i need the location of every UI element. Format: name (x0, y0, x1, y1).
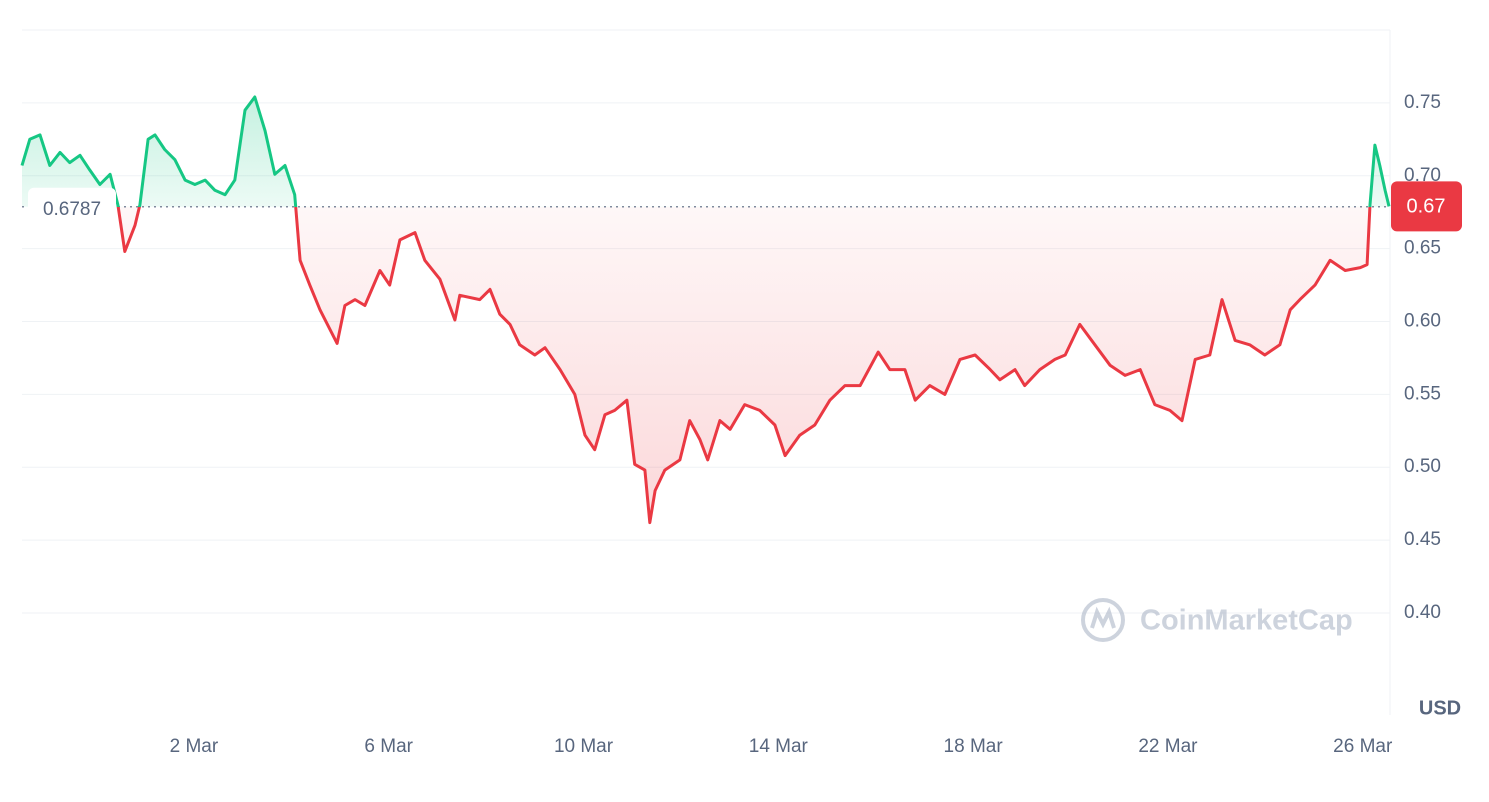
current-price-box (1391, 181, 1462, 232)
price-line (20, 95, 1391, 525)
x-tick-label: 22 Mar (1138, 736, 1198, 757)
y-tick-label: 0.40 (1404, 602, 1441, 623)
y-tick-label: 0.45 (1404, 529, 1441, 550)
y-tick-label: 0.50 (1404, 456, 1441, 477)
x-tick-label: 18 Mar (944, 736, 1004, 757)
currency-label: USD (1419, 697, 1461, 719)
watermark: CoinMarketCap (1081, 598, 1353, 642)
x-tick-label: 6 Mar (364, 736, 413, 757)
current-price-label: 0.67 (1407, 196, 1446, 218)
baseline-label: 0.6787 (43, 199, 101, 220)
y-tick-label: 0.55 (1404, 383, 1441, 404)
y-tick-label: 0.65 (1404, 238, 1441, 259)
x-tick-label: 26 Mar (1333, 736, 1393, 757)
watermark-logo-mark (1090, 606, 1116, 629)
y-tick-label: 0.75 (1404, 92, 1441, 113)
y-tick-label: 0.70 (1404, 165, 1441, 186)
watermark-text: CoinMarketCap (1140, 605, 1353, 637)
x-tick-label: 10 Mar (554, 736, 614, 757)
watermark-logo (1081, 598, 1125, 642)
price-area (22, 97, 1390, 523)
baseline-label-box (28, 187, 116, 226)
x-tick-label: 14 Mar (749, 736, 809, 757)
y-tick-label: 0.60 (1404, 311, 1441, 332)
x-tick-label: 2 Mar (170, 736, 219, 757)
